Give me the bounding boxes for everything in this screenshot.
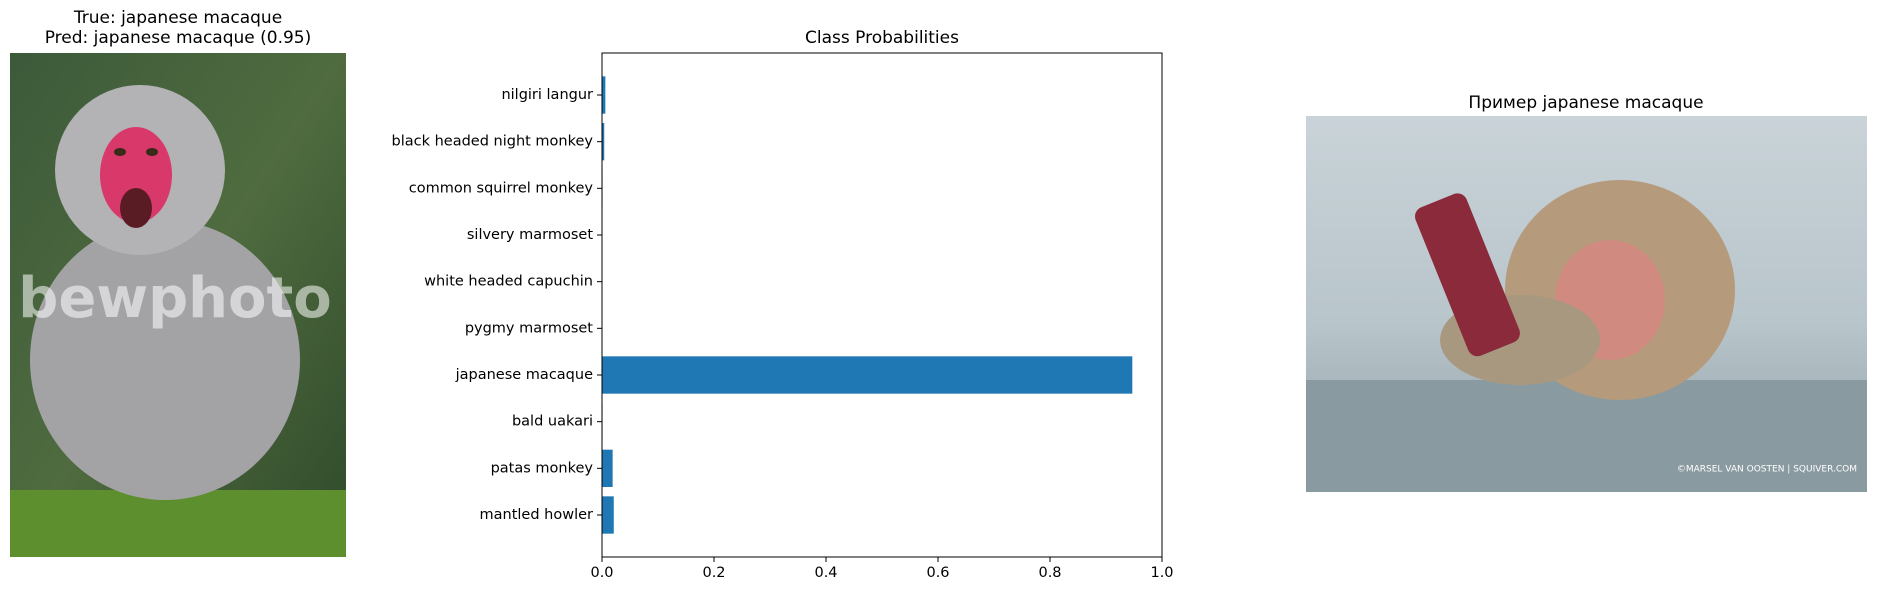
x-tick-label: 0.8: [1038, 565, 1061, 581]
y-tick-label: bald uakari: [512, 414, 593, 430]
right-title: Пример japanese macaque: [1468, 93, 1703, 113]
y-tick-label: japanese macaque: [455, 367, 593, 383]
left-title: True: japanese macaque: [73, 8, 282, 28]
bar: [602, 449, 613, 487]
y-tick-label: nilgiri langur: [501, 87, 593, 103]
y-tick-label: pygmy marmoset: [465, 320, 593, 336]
left-title: Pred: japanese macaque (0.95): [45, 28, 312, 48]
y-tick-label: silvery marmoset: [467, 227, 593, 243]
x-tick-label: 0.6: [926, 565, 949, 581]
bar: [602, 123, 605, 161]
photo-credit: ©MARSEL VAN OOSTEN | SQUIVER.COM: [1677, 465, 1857, 475]
right-photo: ©MARSEL VAN OOSTEN | SQUIVER.COM: [1306, 116, 1867, 492]
y-tick-label: white headed capuchin: [424, 274, 593, 290]
y-tick-label: mantled howler: [480, 507, 594, 523]
bar: [602, 356, 1133, 394]
x-tick-label: 0.0: [590, 565, 613, 581]
x-tick-label: 0.4: [814, 565, 837, 581]
bar: [602, 496, 614, 534]
left-photo: bewphoto: [10, 53, 346, 557]
axes-frame: [601, 52, 1163, 558]
y-tick-label: black headed night monkey: [391, 134, 593, 150]
watermark: bewphoto: [18, 266, 331, 331]
y-tick-label: patas monkey: [491, 460, 594, 476]
bar: [602, 76, 606, 114]
chart-title: Class Probabilities: [805, 28, 959, 48]
y-tick-label: common squirrel monkey: [409, 180, 594, 196]
x-tick-label: 0.2: [702, 565, 725, 581]
x-tick-label: 1.0: [1150, 565, 1173, 581]
